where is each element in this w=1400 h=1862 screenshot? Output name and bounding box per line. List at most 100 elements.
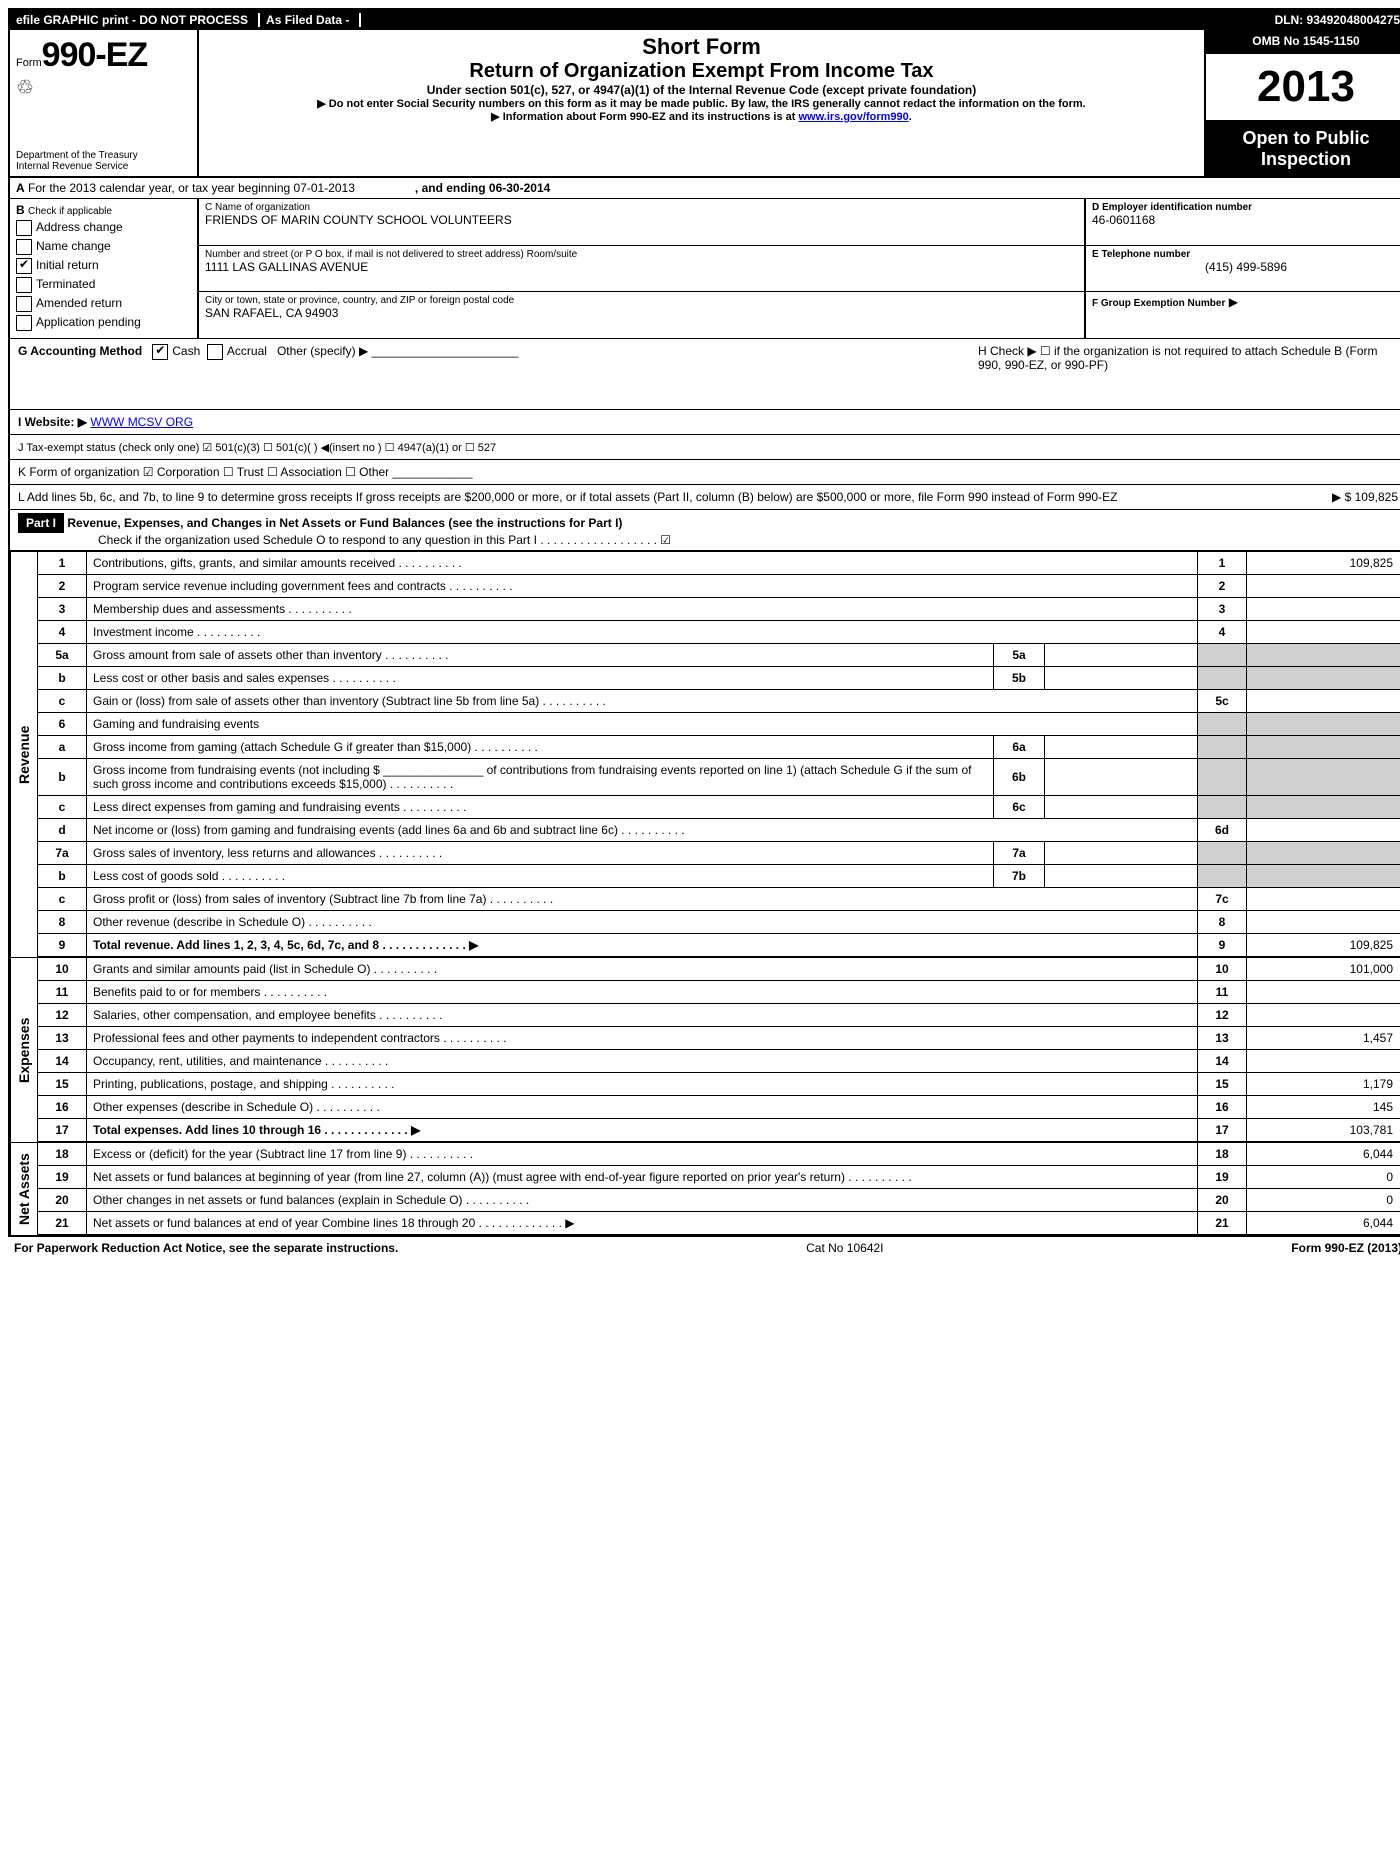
line-a-bold: A [16,181,25,195]
line-number: c [38,796,87,819]
table-row: 14Occupancy, rent, utilities, and mainte… [38,1050,1400,1073]
l-line: L Add lines 5b, 6c, and 7b, to line 9 to… [10,485,1400,510]
e-label: E Telephone number [1092,249,1400,260]
right-line-number: 9 [1198,934,1247,957]
line-a-text: For the 2013 calendar year, or tax year … [25,181,355,195]
checkbox-b: B [16,203,25,217]
right-line-value: 101,000 [1247,958,1400,981]
line-description: Occupancy, rent, utilities, and maintena… [87,1050,1198,1073]
city-label: City or town, state or province, country… [205,295,1078,306]
right-line-value [1247,865,1400,888]
line-description: Gross income from gaming (attach Schedul… [87,736,994,759]
right-line-number: 11 [1198,981,1247,1004]
line-number: 13 [38,1027,87,1050]
checkbox-icon[interactable] [16,220,32,236]
c-label: C Name of organization [205,202,1078,213]
line-number: 7a [38,842,87,865]
mid-line-value [1045,667,1198,690]
right-line-value [1247,981,1400,1004]
table-row: 12Salaries, other compensation, and empl… [38,1004,1400,1027]
checkbox-icon[interactable] [16,239,32,255]
right-line-number: 10 [1198,958,1247,981]
mid-line-value [1045,796,1198,819]
table-row: 5aGross amount from sale of assets other… [38,644,1400,667]
right-line-number [1198,713,1247,736]
k-text: K Form of organization ☑ Corporation ☐ T… [18,465,389,479]
l-text: L Add lines 5b, 6c, and 7b, to line 9 to… [18,490,1332,504]
table-row: 11Benefits paid to or for members . . . … [38,981,1400,1004]
line-description: Other expenses (describe in Schedule O) … [87,1096,1198,1119]
table-row: aGross income from gaming (attach Schedu… [38,736,1400,759]
form-number-cell: Form990-EZ ♲ [10,30,199,146]
right-line-value: 1,457 [1247,1027,1400,1050]
table-row: 9Total revenue. Add lines 1, 2, 3, 4, 5c… [38,934,1400,957]
checkbox-label: Address change [36,220,123,234]
checkbox-column: B Check if applicable Address changeName… [10,199,199,338]
line-number: 8 [38,911,87,934]
checkbox-item[interactable]: Application pending [16,315,191,331]
right-line-number: 12 [1198,1004,1247,1027]
footer-left: For Paperwork Reduction Act Notice, see … [14,1241,398,1255]
line-number: a [38,736,87,759]
checkbox-item[interactable]: Name change [16,239,191,255]
revenue-label: Revenue [10,551,38,957]
line-number: 9 [38,934,87,957]
line-number: 11 [38,981,87,1004]
table-row: dNet income or (loss) from gaming and fu… [38,819,1400,842]
table-row: cGain or (loss) from sale of assets othe… [38,690,1400,713]
header-right: OMB No 1545-1150 2013 Open to Public Ins… [1204,30,1400,176]
line-description: Program service revenue including govern… [87,575,1198,598]
line-number: 16 [38,1096,87,1119]
table-row: bLess cost of goods sold . . . . . . . .… [38,865,1400,888]
table-row: 1Contributions, gifts, grants, and simil… [38,552,1400,575]
line-number: 20 [38,1189,87,1212]
checkbox-item[interactable]: Terminated [16,277,191,293]
line-description: Other changes in net assets or fund bala… [87,1189,1198,1212]
short-form-title: Short Form [207,34,1196,60]
table-row: bLess cost or other basis and sales expe… [38,667,1400,690]
right-line-number: 13 [1198,1027,1247,1050]
revenue-section: Revenue 1Contributions, gifts, grants, a… [10,551,1400,957]
line-number: 4 [38,621,87,644]
table-row: 8Other revenue (describe in Schedule O) … [38,911,1400,934]
line-number: 5a [38,644,87,667]
website-link[interactable]: WWW MCSV ORG [90,415,193,429]
line-description: Grants and similar amounts paid (list in… [87,958,1198,981]
right-line-value [1247,911,1400,934]
checkbox-icon[interactable] [16,277,32,293]
right-line-value [1247,598,1400,621]
d-label: D Employer identification number [1092,202,1400,213]
checkbox-label: Application pending [36,315,141,329]
table-row: 17Total expenses. Add lines 10 through 1… [38,1119,1400,1142]
line-description: Gaming and fundraising events [87,713,1198,736]
line-description: Investment income . . . . . . . . . . [87,621,1198,644]
accrual-checkbox[interactable] [207,344,223,360]
warn2-prefix: ▶ Information about Form 990-EZ and its … [491,111,798,123]
checkbox-icon[interactable] [16,296,32,312]
line-number: 1 [38,552,87,575]
right-line-value: 1,179 [1247,1073,1400,1096]
checkbox-label: Initial return [36,258,99,272]
checkbox-icon[interactable] [16,315,32,331]
line-description: Less cost or other basis and sales expen… [87,667,994,690]
right-line-value: 0 [1247,1189,1400,1212]
footer: For Paperwork Reduction Act Notice, see … [8,1237,1400,1259]
right-line-number [1198,644,1247,667]
right-line-number [1198,667,1247,690]
table-row: cLess direct expenses from gaming and fu… [38,796,1400,819]
checkbox-item[interactable]: Address change [16,220,191,236]
checkbox-item[interactable]: Amended return [16,296,191,312]
dept-cell: Department of the Treasury Internal Reve… [10,146,199,176]
right-line-value: 145 [1247,1096,1400,1119]
mid-line-number: 6a [994,736,1045,759]
table-row: cGross profit or (loss) from sales of in… [38,888,1400,911]
line-description: Printing, publications, postage, and shi… [87,1073,1198,1096]
irs-link[interactable]: www.irs.gov/form990 [799,111,909,123]
line-a-ending: , and ending 06-30-2014 [415,181,550,195]
checkbox-icon[interactable]: ✔ [16,258,32,274]
checkbox-item[interactable]: ✔ Initial return [16,258,191,274]
cash-checkbox[interactable]: ✔ [152,344,168,360]
mid-line-number: 6b [994,759,1045,796]
right-line-value [1247,819,1400,842]
line-number: 21 [38,1212,87,1235]
